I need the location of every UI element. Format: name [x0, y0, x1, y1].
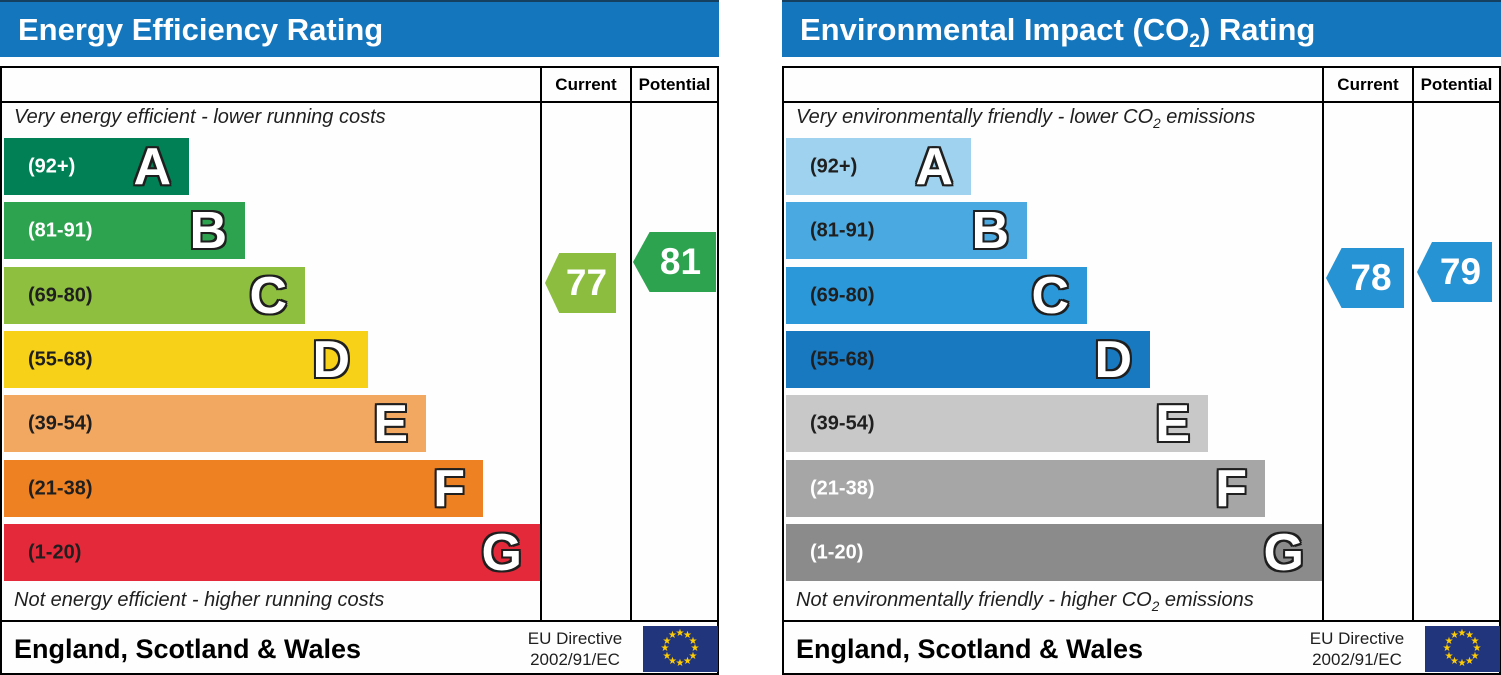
column-header-current: Current — [555, 75, 617, 94]
band-row-g: (1-20) G — [4, 524, 540, 581]
band-row-c: (69-80) C — [4, 267, 305, 324]
band-row-b: (81-91) B — [786, 202, 1027, 259]
band-letter: C — [1031, 266, 1069, 325]
eu-directive-line2: 2002/91/EC — [1312, 650, 1402, 669]
top-note-subscript: 2 — [1153, 116, 1161, 131]
band-range-label: (55-68) — [810, 348, 875, 370]
top-note-text: Very energy efficient - lower running co… — [14, 106, 386, 128]
current-rating-arrow: 77 — [545, 253, 616, 313]
band-range-label: (21-38) — [810, 477, 875, 499]
band-letter: E — [1155, 394, 1190, 453]
chart-title-bar: Energy Efficiency Rating — [0, 0, 719, 57]
potential-rating-arrow: 81 — [633, 232, 716, 292]
top-note: Very energy efficient - lower running co… — [14, 106, 386, 131]
band-range-label: (92+) — [28, 155, 76, 177]
environmental-impact-chart: Environmental Impact (CO2) Rating Curren… — [782, 0, 1501, 675]
band-letter: B — [189, 201, 227, 260]
band-range-label: (39-54) — [810, 412, 875, 434]
bottom-note-suffix: emissions — [1159, 589, 1254, 611]
band-range-label: (69-80) — [810, 284, 875, 306]
column-divider — [630, 66, 632, 622]
eu-directive-line2: 2002/91/EC — [530, 650, 620, 669]
region-label: England, Scotland & Wales — [14, 634, 362, 664]
potential-rating-value: 81 — [659, 241, 702, 282]
band-letter: D — [1094, 330, 1132, 389]
chart-title: Energy Efficiency Rating — [18, 12, 384, 47]
header-divider — [782, 101, 1501, 103]
band-letter: B — [971, 201, 1009, 260]
bottom-note-text: Not energy efficient - higher running co… — [14, 589, 385, 611]
eu-directive-line1: EU Directive — [1309, 629, 1405, 648]
footer-divider — [0, 620, 719, 622]
band-row-a: (92+) A — [786, 138, 971, 195]
band-letter: G — [481, 523, 522, 582]
band-range-label: (81-91) — [28, 219, 93, 241]
column-header-current: Current — [1337, 75, 1399, 94]
eu-directive-label: EU Directive 2002/91/EC — [1298, 628, 1416, 670]
chart-title: Environmental Impact (CO — [800, 12, 1190, 47]
bottom-note-subscript: 2 — [1151, 599, 1160, 614]
potential-rating-value: 79 — [1439, 251, 1482, 292]
bottom-note: Not environmentally friendly - higher CO… — [796, 589, 1254, 614]
band-letter: A — [133, 137, 171, 196]
band-row-c: (69-80) C — [786, 267, 1087, 324]
top-note-suffix: emissions — [1160, 106, 1256, 128]
band-row-e: (39-54) E — [4, 395, 426, 452]
band-range-label: (92+) — [810, 155, 858, 177]
eu-flag-icon: ★ ★ ★ ★ ★ ★ ★ ★ ★ ★ ★ ★ — [643, 626, 718, 672]
column-divider — [1322, 66, 1324, 622]
chart-title-bar: Environmental Impact (CO2) Rating — [782, 0, 1501, 57]
band-letter: D — [312, 330, 350, 389]
region-label: England, Scotland & Wales — [796, 634, 1144, 664]
band-letter: F — [1215, 459, 1247, 518]
band-letter: C — [249, 266, 287, 325]
band-letter: F — [433, 459, 465, 518]
band-range-label: (1-20) — [810, 541, 864, 563]
band-range-label: (55-68) — [28, 348, 93, 370]
bottom-note-text: Not environmentally friendly - higher CO — [796, 589, 1152, 611]
eu-directive-line1: EU Directive — [527, 629, 623, 648]
band-range-label: (69-80) — [28, 284, 93, 306]
column-header-potential: Potential — [638, 75, 711, 94]
band-row-f: (21-38) F — [4, 460, 483, 517]
band-row-g: (1-20) G — [786, 524, 1322, 581]
band-range-label: (1-20) — [28, 541, 82, 563]
bottom-note: Not energy efficient - higher running co… — [14, 589, 384, 614]
eu-directive-label: EU Directive 2002/91/EC — [516, 628, 634, 670]
band-letter: G — [1263, 523, 1304, 582]
band-row-d: (55-68) D — [4, 331, 368, 388]
footer-divider — [782, 620, 1501, 622]
column-header-potential: Potential — [1420, 75, 1493, 94]
current-rating-value: 78 — [1350, 257, 1392, 298]
band-range-label: (21-38) — [28, 477, 93, 499]
band-row-f: (21-38) F — [786, 460, 1265, 517]
current-rating-value: 77 — [565, 262, 608, 303]
column-divider — [1412, 66, 1414, 622]
top-note: Very environmentally friendly - lower CO… — [796, 106, 1255, 131]
chart-title-suffix: ) Rating — [1199, 12, 1316, 47]
top-note-text: Very environmentally friendly - lower CO — [796, 106, 1154, 128]
eu-flag-icon: ★ ★ ★ ★ ★ ★ ★ ★ ★ ★ ★ ★ — [1425, 626, 1500, 672]
band-letter: A — [915, 137, 953, 196]
energy-efficiency-chart: Energy Efficiency Rating Current Potenti… — [0, 0, 719, 675]
band-range-label: (81-91) — [810, 219, 875, 241]
band-row-e: (39-54) E — [786, 395, 1208, 452]
header-divider — [0, 101, 719, 103]
chart-title-subscript: 2 — [1189, 31, 1200, 53]
band-row-d: (55-68) D — [786, 331, 1150, 388]
potential-rating-arrow: 79 — [1417, 242, 1492, 302]
column-divider — [540, 66, 542, 622]
current-rating-arrow: 78 — [1326, 248, 1404, 308]
band-letter: E — [373, 394, 408, 453]
band-range-label: (39-54) — [28, 412, 93, 434]
band-row-b: (81-91) B — [4, 202, 245, 259]
band-row-a: (92+) A — [4, 138, 189, 195]
